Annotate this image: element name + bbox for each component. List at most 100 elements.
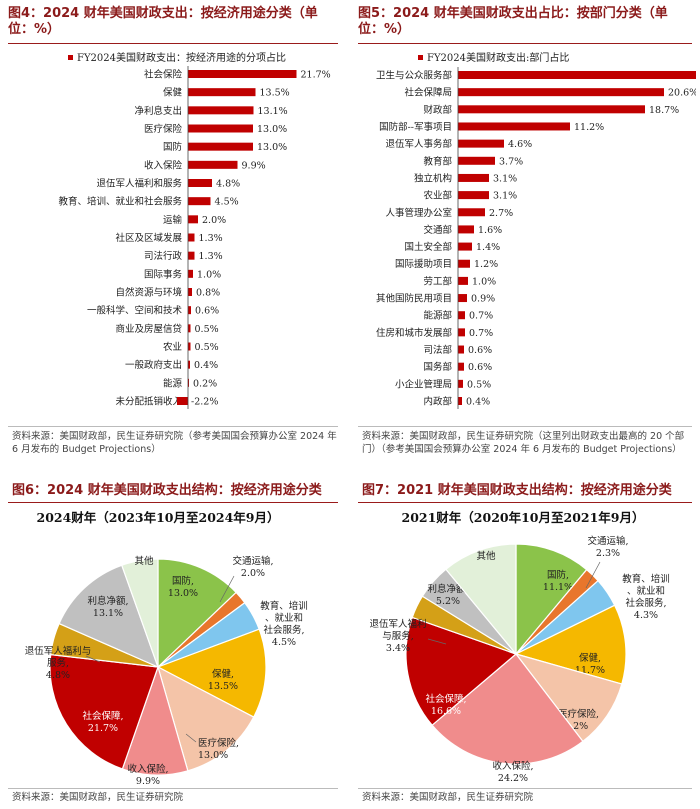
figure-4-title: 图4：2024 财年美国财政支出：按经济用途分类（单位：%） bbox=[8, 6, 318, 37]
bar bbox=[458, 173, 489, 182]
category-label: 净利息支出 bbox=[134, 105, 182, 117]
slice-label: 医疗保险, 10.2% bbox=[558, 708, 599, 732]
pie-slice bbox=[515, 543, 588, 656]
figure-5-title-rule bbox=[358, 43, 692, 44]
data-label: 1.2% bbox=[474, 259, 498, 270]
bar bbox=[188, 378, 189, 387]
category-label: 医疗保险 bbox=[144, 123, 183, 135]
category-label: 司法行政 bbox=[144, 250, 183, 262]
figure-7: 图7：2021 财年美国财政支出结构：按经济用途分类 2021财年（2020年1… bbox=[358, 478, 696, 808]
category-label: 一般科学、空间和技术 bbox=[87, 305, 183, 317]
figure-4-source: 资料来源：美国财政部，民生证券研究院（参考美国国会预算办公室 2024 年 6 … bbox=[12, 431, 337, 455]
bar bbox=[458, 122, 570, 131]
category-label: 司法部 bbox=[423, 344, 452, 356]
pie-slice bbox=[157, 665, 255, 772]
pie-slice bbox=[156, 628, 267, 718]
bar bbox=[188, 233, 195, 242]
bar bbox=[458, 242, 472, 251]
bar bbox=[458, 397, 462, 405]
category-label: 能源部 bbox=[423, 310, 452, 322]
data-label: 0.5% bbox=[195, 324, 219, 335]
figure-7-pie-chart: 2021财年（2020年10月至2021年9月） 国防, 11.1% 交通运输, 2.3… bbox=[369, 510, 669, 784]
bar bbox=[458, 105, 645, 114]
bar bbox=[458, 328, 465, 337]
slice-label: 国防, 11.1% bbox=[543, 569, 573, 593]
data-label: 4.8% bbox=[216, 179, 240, 190]
bar bbox=[458, 156, 495, 165]
data-label: 1.4% bbox=[476, 242, 500, 253]
category-label: 商业及房屋信贷 bbox=[115, 323, 182, 335]
slice-label: 交通运输, 2.3% bbox=[587, 535, 628, 559]
figure-4: 图4：2024 财年美国财政支出：按经济用途分类（单位：%） FY2024美国财… bbox=[8, 0, 343, 470]
data-label: 0.4% bbox=[466, 397, 490, 408]
category-label: 财政部 bbox=[423, 104, 452, 116]
data-label: 0.6% bbox=[468, 362, 492, 373]
data-label: 0.4% bbox=[194, 360, 218, 371]
category-label: 其他国防民用项目 bbox=[376, 293, 452, 305]
category-label: 交通部 bbox=[423, 224, 452, 236]
pie-slice bbox=[157, 558, 237, 669]
category-label: 国防 bbox=[163, 141, 183, 153]
data-label: 0.2% bbox=[193, 378, 217, 389]
category-label: 退伍军人福利和服务 bbox=[96, 178, 182, 190]
category-label: 劳工部 bbox=[423, 275, 452, 287]
category-label: 农业 bbox=[163, 341, 182, 353]
slice-label: 退伍军人福利与服务, 3.4% bbox=[369, 618, 426, 654]
bar bbox=[188, 215, 198, 224]
bar bbox=[188, 269, 193, 278]
category-label: 国土安全部 bbox=[404, 241, 452, 253]
figure-7-source: 资料来源：美国财政部，民生证券研究院 bbox=[362, 792, 534, 803]
category-label: 人事管理办公室 bbox=[385, 207, 452, 219]
figure-6: 图6：2024 财年美国财政支出结构：按经济用途分类 2024财年（2023年1… bbox=[8, 478, 343, 808]
bar bbox=[177, 397, 188, 405]
data-label: 18.7% bbox=[649, 105, 679, 116]
figure-6-source: 资料来源：美国财政部，民生证券研究院 bbox=[12, 792, 184, 803]
slice-label: 其他 bbox=[134, 555, 154, 567]
bar bbox=[458, 276, 468, 285]
data-label: 13.5% bbox=[260, 88, 290, 99]
slice-label: 医疗保险, 13.0% bbox=[198, 737, 239, 761]
data-label: 0.8% bbox=[196, 288, 220, 299]
category-label: 运输 bbox=[163, 214, 183, 226]
category-label: 国务部 bbox=[423, 361, 452, 373]
category-label: 能源 bbox=[163, 377, 183, 389]
bar bbox=[188, 288, 192, 296]
bar bbox=[458, 379, 463, 388]
category-label: 教育、培训、就业和社会服务 bbox=[58, 196, 182, 208]
data-label: 0.5% bbox=[195, 342, 219, 353]
category-label: 内政部 bbox=[423, 396, 452, 408]
figure-7-title: 图7：2021 财年美国财政支出结构：按经济用途分类 bbox=[362, 483, 672, 498]
data-label: 21.7% bbox=[301, 70, 331, 81]
data-label: 4.6% bbox=[508, 139, 532, 150]
bar bbox=[188, 179, 212, 187]
slice-label: 退伍军人福利与服务, 4.8% bbox=[25, 645, 92, 681]
data-label: 0.7% bbox=[469, 311, 493, 322]
data-label: 1.3% bbox=[199, 251, 223, 262]
leader-line bbox=[585, 561, 601, 589]
data-label: 2.7% bbox=[489, 208, 513, 219]
category-label: 国际援助项目 bbox=[395, 258, 452, 270]
bar bbox=[458, 88, 664, 97]
pie-slice bbox=[514, 604, 627, 685]
bar bbox=[458, 345, 464, 354]
bar bbox=[188, 251, 195, 260]
figure-6-title-rule bbox=[8, 502, 338, 503]
data-label: 13.1% bbox=[258, 106, 288, 117]
bar bbox=[458, 139, 504, 148]
data-label: 1.3% bbox=[199, 233, 223, 244]
slice-label: 社会保障, 16.6% bbox=[425, 693, 466, 717]
slice-label: 其他 bbox=[476, 550, 496, 562]
leader-line bbox=[219, 575, 235, 603]
bar bbox=[188, 360, 190, 369]
slice-label: 交通运输, 2.0% bbox=[232, 555, 273, 579]
pie-slice bbox=[514, 652, 623, 743]
slice-label: 利息净额, 5.2% bbox=[427, 583, 468, 607]
bar bbox=[458, 311, 465, 320]
data-label: 0.6% bbox=[195, 306, 219, 317]
pie-title: 2024财年（2023年10月至2024年9月） bbox=[37, 510, 280, 525]
legend-label: FY2024美国财政支出：按经济用途的分项占比 bbox=[77, 51, 286, 64]
pie-slice bbox=[58, 564, 160, 669]
slice-label: 利息净额, 13.1% bbox=[87, 595, 128, 619]
figure-4-source-rule bbox=[8, 426, 338, 427]
data-label: -2.2% bbox=[191, 397, 218, 408]
